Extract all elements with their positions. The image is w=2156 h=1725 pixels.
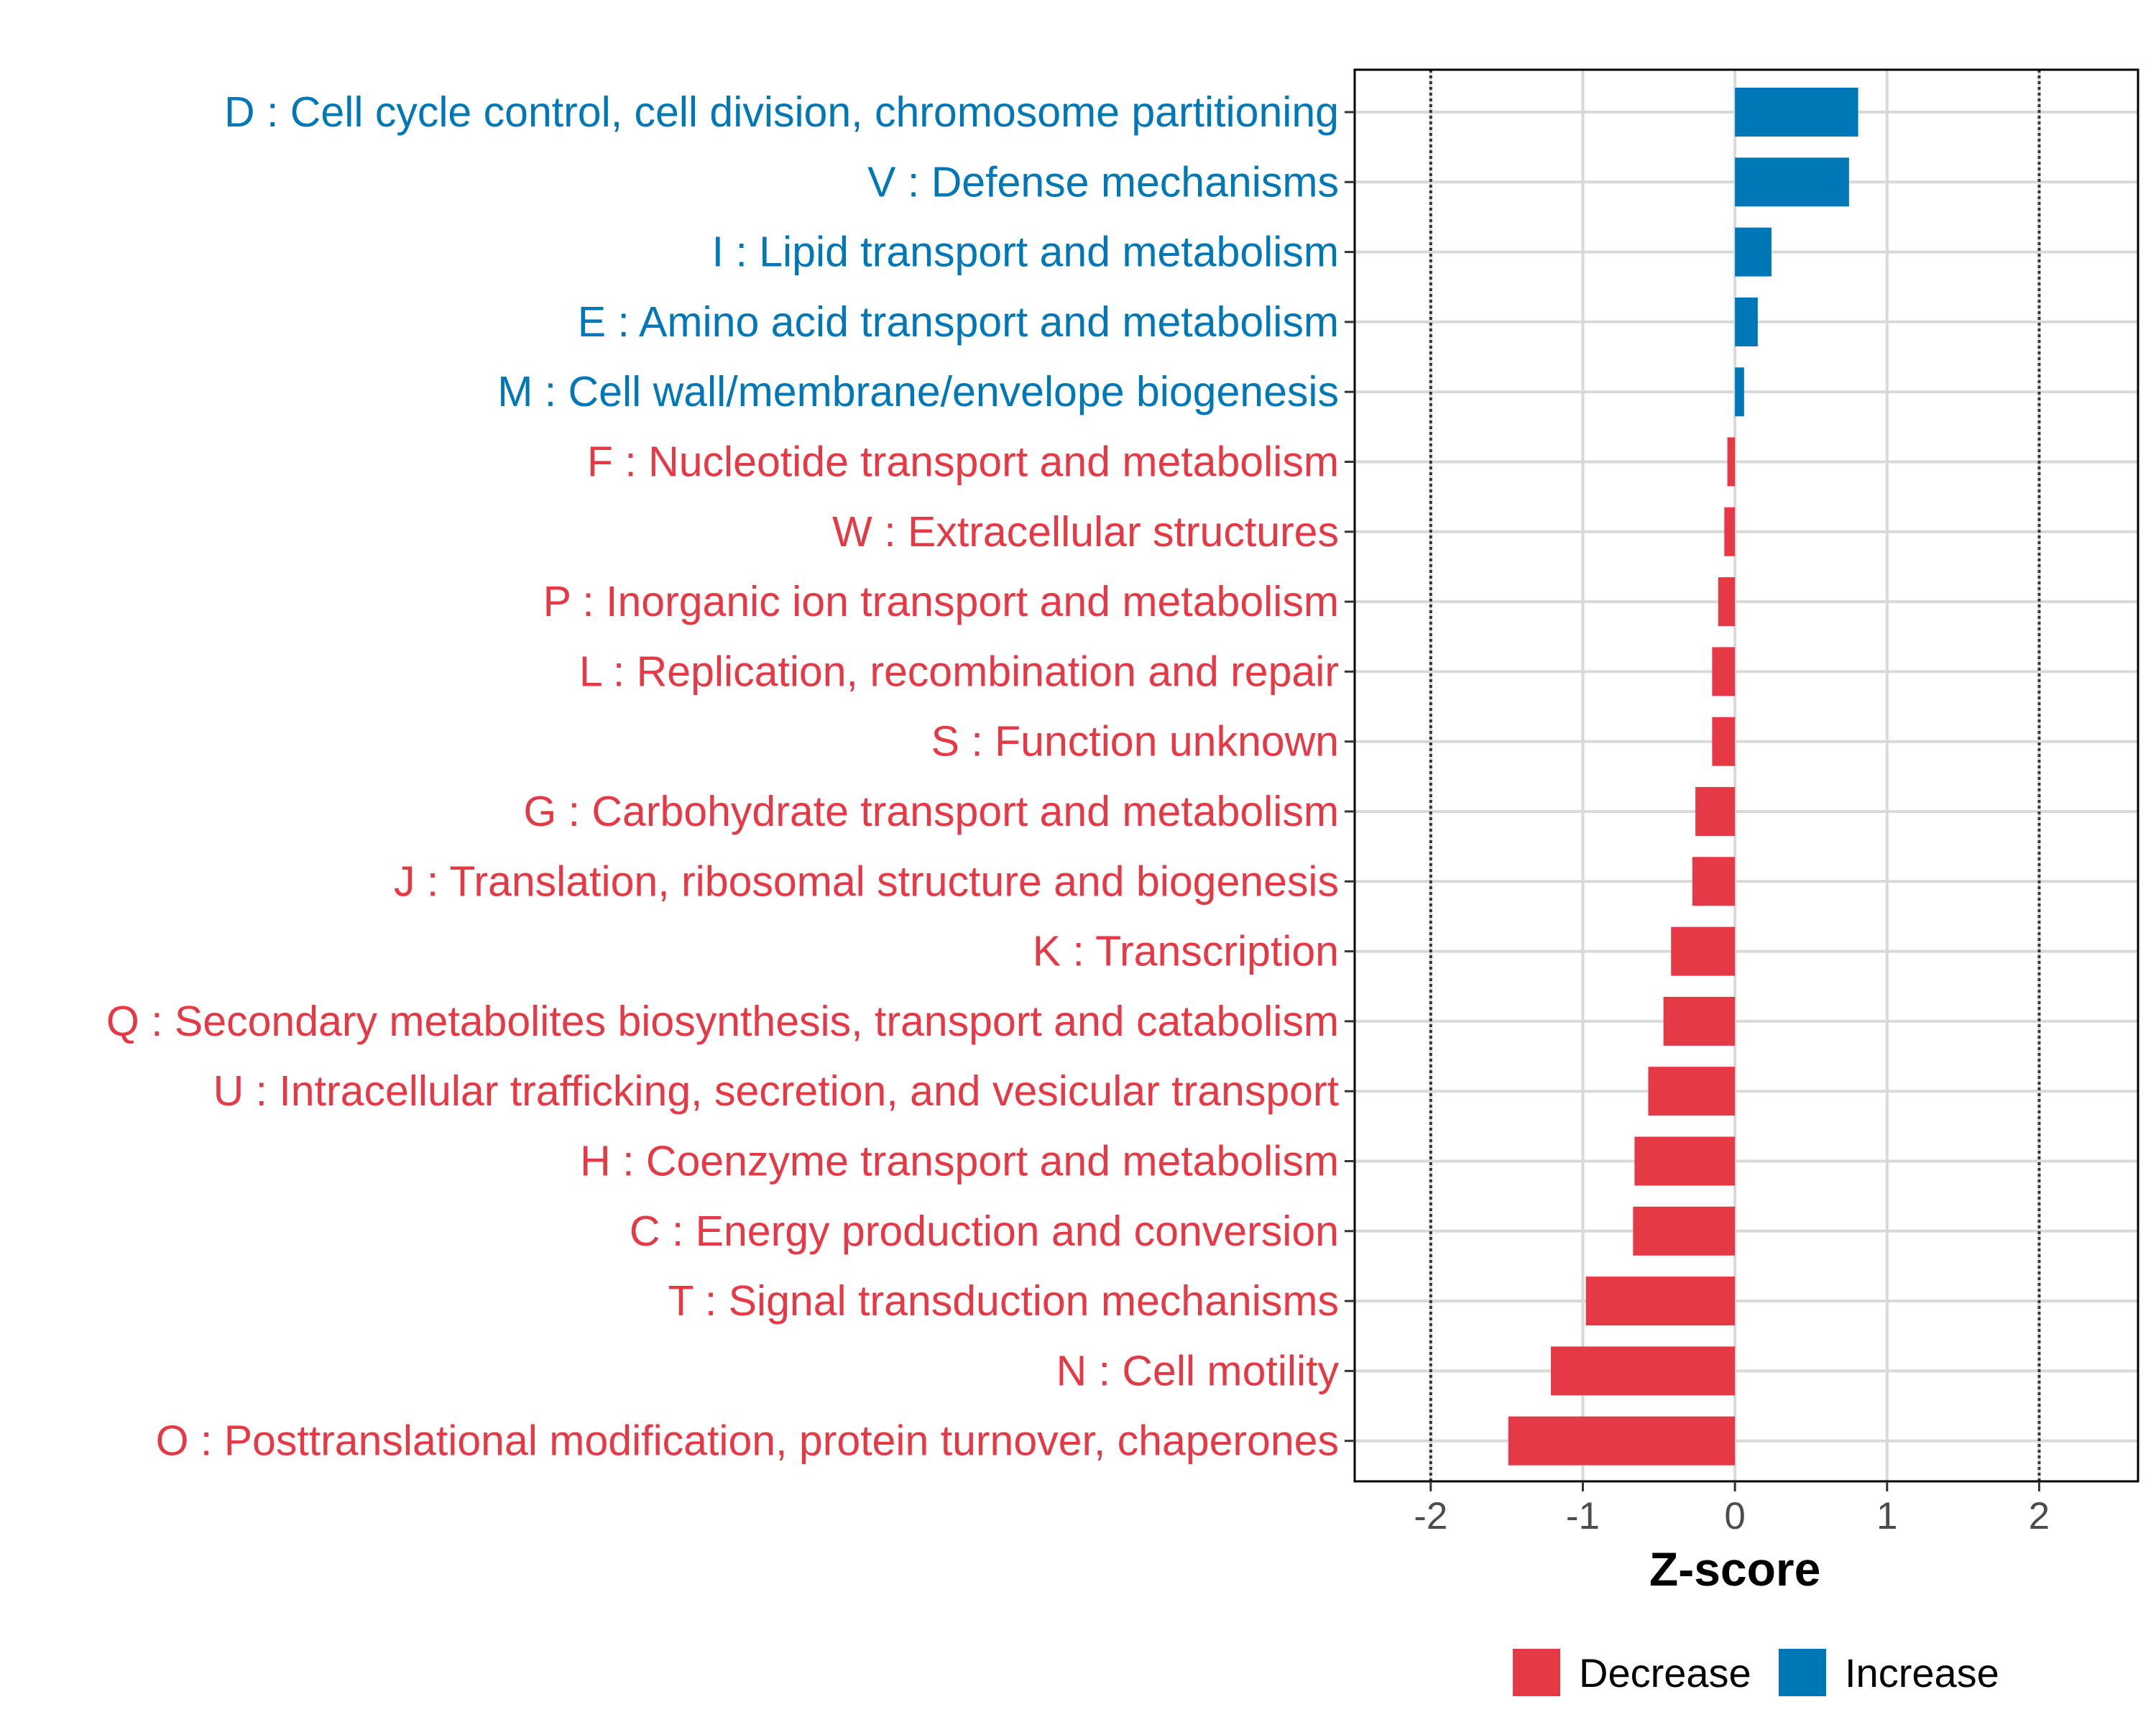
bar xyxy=(1735,367,1744,417)
y-tick-label: K : Transcription xyxy=(1033,928,1339,975)
x-tick-label: -2 xyxy=(1414,1495,1447,1537)
bar xyxy=(1508,1416,1736,1466)
y-tick-label: I : Lipid transport and metabolism xyxy=(712,229,1339,276)
y-tick-label: L : Replication, recombination and repai… xyxy=(579,648,1339,695)
bar xyxy=(1727,437,1736,487)
y-tick-label: D : Cell cycle control, cell division, c… xyxy=(224,88,1339,136)
legend-swatch xyxy=(1513,1649,1560,1696)
legend: Decrease Increase xyxy=(1513,1649,1999,1696)
bars xyxy=(1508,88,1858,1466)
bar xyxy=(1724,507,1736,556)
plot-panel-border xyxy=(1353,68,2139,1483)
bar xyxy=(1648,1067,1736,1116)
y-tick-label: M : Cell wall/membrane/envelope biogenes… xyxy=(497,368,1339,415)
y-tick-label: H : Coenzyme transport and metabolism xyxy=(580,1138,1339,1185)
y-tick-label: V : Defense mechanisms xyxy=(867,158,1339,206)
y-tick-label: N : Cell motility xyxy=(1056,1347,1340,1394)
bar xyxy=(1735,297,1758,346)
x-axis: -2 -1 0 1 2 xyxy=(1414,1481,2050,1537)
legend-label: Decrease xyxy=(1579,1650,1751,1696)
x-tick-label: 2 xyxy=(2029,1495,2050,1537)
y-tick-label: Q : Secondary metabolites biosynthesis, … xyxy=(106,998,1339,1045)
legend-swatch xyxy=(1779,1649,1826,1696)
y-tick-label: C : Energy production and conversion xyxy=(630,1208,1339,1255)
y-tick-label: J : Translation, ribosomal structure and… xyxy=(394,857,1339,905)
y-tick-label: E : Amino acid transport and metabolism xyxy=(578,298,1339,346)
bar xyxy=(1695,787,1736,836)
y-tick-label: W : Extracellular structures xyxy=(832,508,1339,556)
x-tick-label: -1 xyxy=(1566,1495,1600,1537)
bar xyxy=(1585,1276,1736,1326)
bar xyxy=(1735,157,1849,207)
y-tick-label: T : Signal transduction mechanisms xyxy=(668,1277,1339,1325)
x-tick-label: 1 xyxy=(1876,1495,1897,1537)
bar xyxy=(1551,1346,1736,1396)
y-tick-label: F : Nucleotide transport and metabolism xyxy=(587,438,1339,486)
legend-label: Increase xyxy=(1845,1650,1999,1696)
bar xyxy=(1671,926,1736,976)
bar xyxy=(1712,647,1736,696)
y-tick-label: U : Intracellular trafficking, secretion… xyxy=(213,1067,1339,1115)
bar xyxy=(1712,717,1736,766)
bar xyxy=(1663,996,1736,1046)
y-tick-label: G : Carbohydrate transport and metabolis… xyxy=(523,788,1339,835)
y-tick-label: O : Posttranslational modification, prot… xyxy=(156,1417,1339,1465)
bar xyxy=(1692,857,1736,906)
bar xyxy=(1633,1206,1736,1256)
bar xyxy=(1735,227,1772,277)
x-tick-label: 0 xyxy=(1724,1495,1745,1537)
bar xyxy=(1634,1136,1736,1186)
x-axis-title: Z-score xyxy=(1649,1542,1820,1596)
bar xyxy=(1735,88,1858,137)
y-tick-label: P : Inorganic ion transport and metaboli… xyxy=(543,578,1339,625)
y-tick-label: S : Function unknown xyxy=(931,718,1339,765)
bar xyxy=(1718,577,1736,627)
y-axis: D : Cell cycle control, cell division, c… xyxy=(106,88,1355,1465)
